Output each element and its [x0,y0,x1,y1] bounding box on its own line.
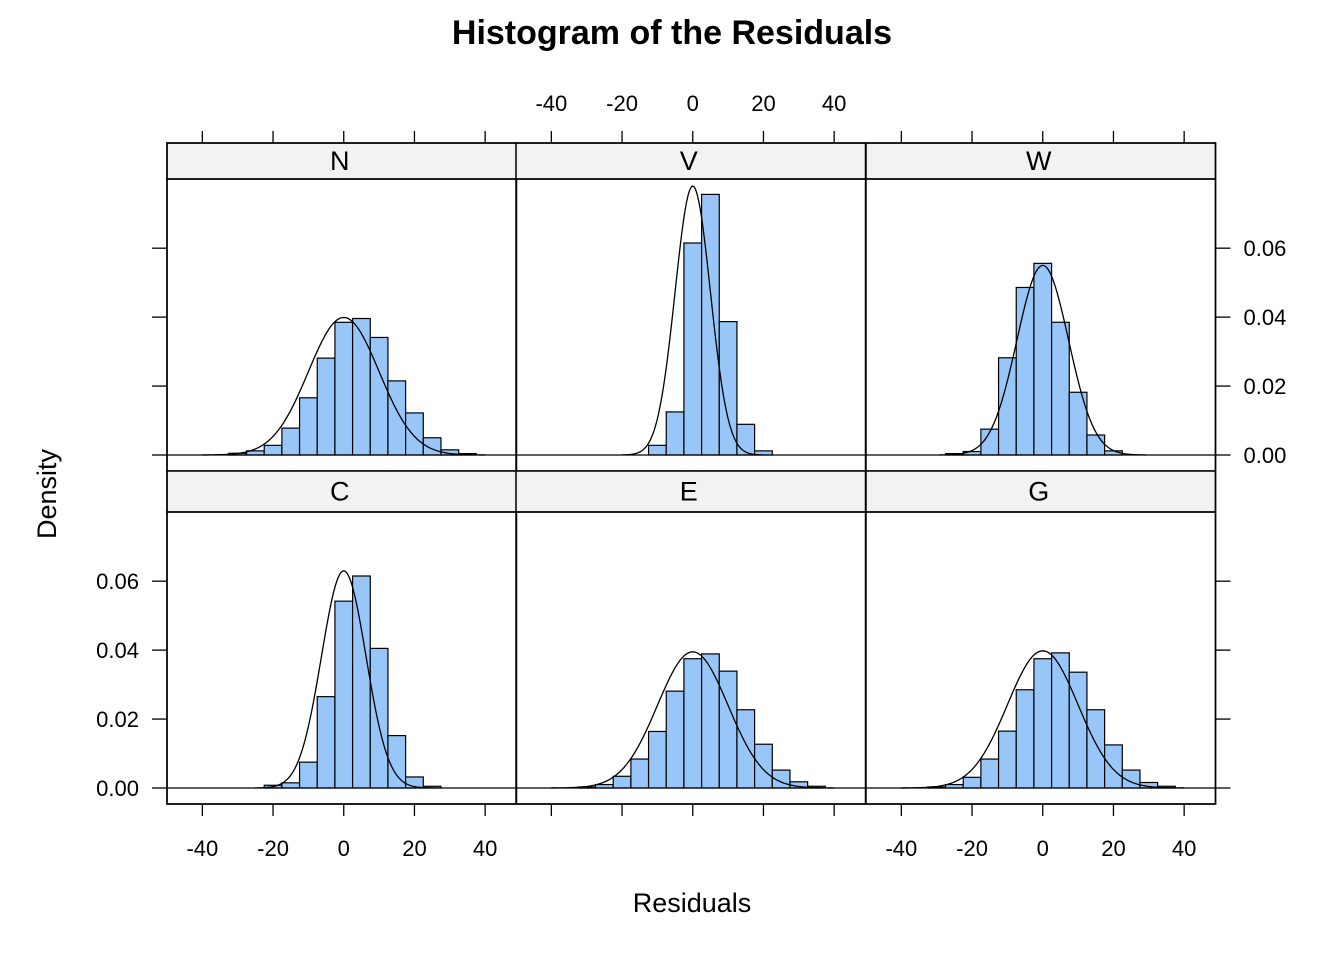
panel-strip-label: N [330,146,350,176]
y-axis-label: Density [32,448,62,539]
panel-strip-label: W [1026,146,1052,176]
y-tick-label: 0.00 [1244,443,1287,468]
x-tick-label: 0 [687,91,699,116]
panel-strip-label: C [330,477,350,507]
chart-title: Histogram of the Residuals [452,14,892,52]
y-tick-label: 0.02 [96,707,139,732]
histogram-bar [298,397,318,456]
y-tick-label: 0.04 [1244,305,1287,330]
histogram-bar [665,411,685,456]
histogram-bar [1086,434,1106,456]
y-tick-label: 0.04 [96,638,139,663]
histogram-bar [718,670,738,789]
histogram-bar [387,380,407,456]
histogram-bar [1015,286,1035,456]
histogram-bar [1086,709,1106,789]
y-tick-label: 0.00 [96,776,139,801]
histogram-bar [754,743,773,789]
chart-frame [166,142,1217,805]
histogram-bar [647,444,667,456]
panel-e: E [515,470,867,805]
histogram-bar [369,336,389,456]
histogram-bar [387,735,407,789]
histogram-bar [736,423,756,456]
histogram-bar [665,690,685,789]
panel-n: N [166,142,518,472]
density-curve [901,650,1185,789]
histogram-bar [316,696,336,789]
x-tick-label: 0 [338,836,350,861]
histogram-bar [334,600,354,789]
histogram-bar [281,427,301,456]
histogram-bar [962,776,982,789]
y-tick-label: 0.06 [1244,236,1287,261]
histogram-bar [683,658,703,789]
x-tick-label: -40 [535,91,567,116]
x-tick-label: -20 [956,836,988,861]
histogram-bar [647,730,667,789]
panel-g: G [865,470,1217,805]
histogram-bar [1104,744,1123,789]
histogram-bar [1050,652,1070,789]
panel-strip-label: G [1028,477,1049,507]
histogram-bar [281,782,301,789]
density-curve [622,185,764,456]
histogram-bar [736,709,756,789]
x-tick-label: -20 [257,836,289,861]
density-curve [939,264,1146,456]
histogram-bar [351,317,371,456]
density-curve [202,316,486,456]
panel-w: W [865,142,1217,472]
histogram-bar [263,444,283,456]
histogram-bar [700,653,720,789]
x-tick-label: -40 [885,836,917,861]
panel-strip [166,142,518,180]
x-tick-label: 20 [1101,836,1125,861]
histogram-bar [630,758,650,789]
histogram-bar [997,730,1017,789]
density-curve [551,651,835,789]
panel-c: C [166,470,518,805]
x-tick-label: 40 [1172,836,1196,861]
panel-strip-label: E [680,477,698,507]
x-tick-label: 0 [1037,836,1049,861]
histogram-bar [980,758,1000,789]
histogram-bar [1050,321,1070,456]
panel-v: V [515,142,867,472]
histogram-bar [612,775,632,789]
y-tick-label: 0.02 [1244,374,1287,399]
histogram-bar [1033,658,1053,789]
x-tick-label: -20 [606,91,638,116]
y-tick-label: 0.06 [96,569,139,594]
histogram-bar [369,647,389,789]
histogram-bar [351,575,371,789]
x-tick-label: 20 [402,836,426,861]
x-axis-label: Residuals [633,888,752,918]
panel-strip [865,470,1217,513]
panel-strip-label: V [680,146,698,176]
panel-strip [166,470,518,513]
histogram-bar [997,357,1017,456]
histogram-bar [316,357,336,456]
histogram-bar [1015,689,1035,789]
x-tick-label: 20 [751,91,775,116]
panel-grid: N V W C E G -40 -20 0 20 40 -40 -20 0 20 40 -40 -20 0 20 40 0… [96,91,1286,861]
x-tick-label: -40 [186,836,218,861]
x-tick-label: 40 [822,91,846,116]
histogram-bar [334,321,354,456]
density-curve [254,570,433,789]
histogram-bar [298,761,318,789]
histogram-bar [405,412,424,456]
x-tick-label: 40 [473,836,497,861]
histogram-bar [1033,262,1053,456]
histogram-bar [683,242,703,456]
